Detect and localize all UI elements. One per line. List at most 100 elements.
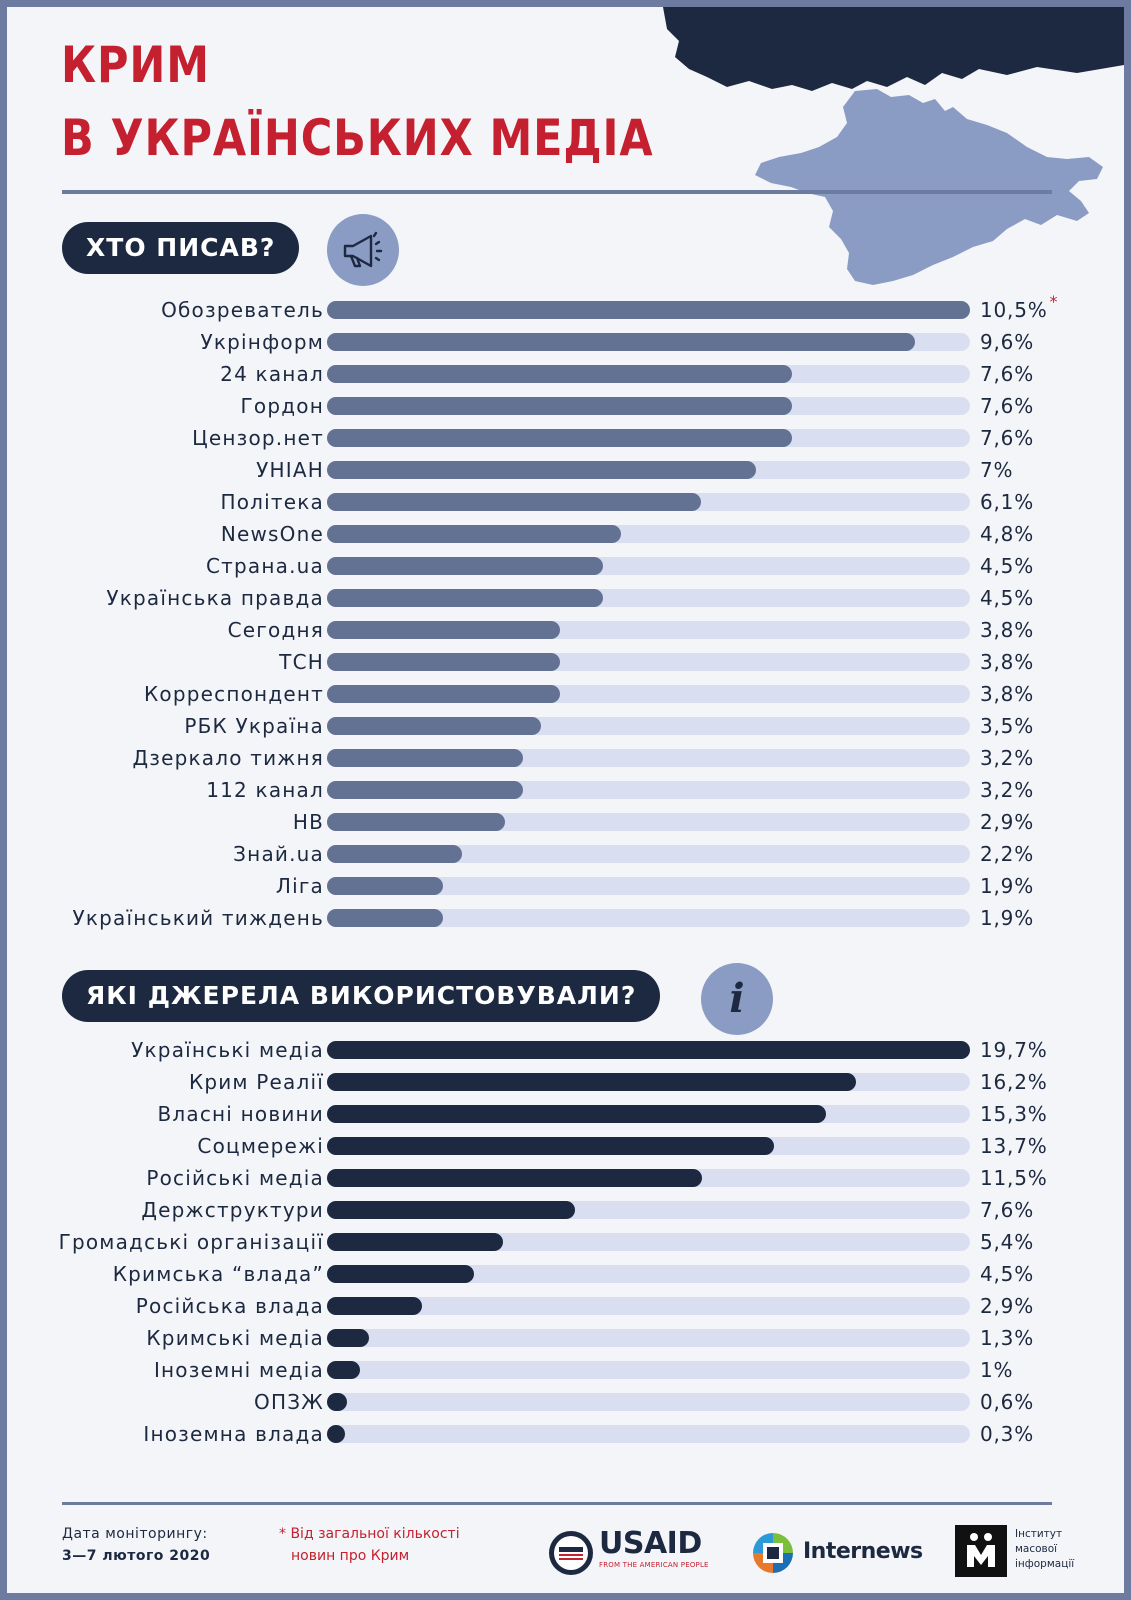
bar-value-label: 1,3%: [980, 1326, 1035, 1350]
bar-category-label: Корреспондент: [144, 682, 324, 706]
monitoring-date-value: 3—7 лютого 2020: [62, 1545, 210, 1567]
bar-row: Гордон 7,6%: [7, 390, 1124, 422]
bar-category-label: Громадські організації: [58, 1230, 324, 1254]
bar-track: [327, 301, 970, 319]
bar-row: Російська влада 2,9%: [7, 1290, 1124, 1322]
bar-category-label: 24 канал: [220, 362, 324, 386]
bar: [327, 301, 970, 319]
bar-row: ТСН 3,8%: [7, 646, 1124, 678]
bar: [327, 877, 444, 895]
bar-track: [327, 589, 970, 607]
bar: [327, 397, 793, 415]
bar-row: Кримські медіа 1,3%: [7, 1322, 1124, 1354]
bar-row: NewsOne 4,8%: [7, 518, 1124, 550]
bar-row: Соцмережі 13,7%: [7, 1130, 1124, 1162]
megaphone-icon: [327, 214, 399, 286]
bar-value-label: 19,7%: [980, 1038, 1048, 1062]
bar-row: Іноземна влада 0,3%: [7, 1418, 1124, 1450]
bar-value-label: 4,5%: [980, 554, 1035, 578]
bar: [327, 1361, 360, 1379]
bar-row: Дзеркало тижня 3,2%: [7, 742, 1124, 774]
bar-category-label: Держструктури: [141, 1198, 324, 1222]
bar-category-label: ТСН: [279, 650, 324, 674]
bar-track: [327, 1201, 970, 1219]
usaid-logo: USAID FROM THE AMERICAN PEOPLE: [547, 1527, 708, 1583]
bar-row: Держструктури 7,6%: [7, 1194, 1124, 1226]
bar-value-label: 7,6%: [980, 394, 1035, 418]
crimea-peninsula-shape: [755, 89, 1103, 285]
bar-track: [327, 1361, 970, 1379]
bar-value-label: 3,2%: [980, 746, 1035, 770]
bar-value-label: 3,8%: [980, 650, 1035, 674]
bar-value-label: 3,2%: [980, 778, 1035, 802]
bar-category-label: Російські медіа: [146, 1166, 324, 1190]
bar-category-label: Кримська “влада”: [112, 1262, 324, 1286]
bar-category-label: Обозреватель: [161, 298, 324, 322]
bar-row: 24 канал 7,6%: [7, 358, 1124, 390]
imi-logo: Інститут масової інформації: [955, 1525, 1085, 1581]
bar-row: Кримська “влада” 4,5%: [7, 1258, 1124, 1290]
bar-track: [327, 333, 970, 351]
bar-category-label: Страна.ua: [206, 554, 324, 578]
bar-value-label: 4,5%: [980, 1262, 1035, 1286]
info-icon-glyph: i: [729, 975, 745, 1022]
bar-value-label: 2,9%: [980, 810, 1035, 834]
bar-value-label: 1,9%: [980, 906, 1035, 930]
bar-track: [327, 1073, 970, 1091]
bar-category-label: Сегодня: [227, 618, 324, 642]
section-heading-sources: ЯКІ ДЖЕРЕЛА ВИКОРИСТОВУВАЛИ?: [62, 970, 661, 1022]
bar: [327, 1105, 827, 1123]
bar-track: [327, 461, 970, 479]
bar-value-label: 4,8%: [980, 522, 1035, 546]
bar-category-label: Російська влада: [135, 1294, 324, 1318]
bar: [327, 1137, 775, 1155]
imi-line1: Інститут: [1015, 1528, 1063, 1540]
internews-wordmark: Internews: [803, 1539, 923, 1564]
bar: [327, 557, 603, 575]
bar-value-label: 10,5% *: [980, 292, 1059, 322]
bar-track: [327, 525, 970, 543]
bar: [327, 813, 505, 831]
bar-category-label: Українські медіа: [131, 1038, 324, 1062]
bar-row: Страна.ua 4,5%: [7, 550, 1124, 582]
bar: [327, 685, 560, 703]
bar-value-label: 0,6%: [980, 1390, 1035, 1414]
imi-mark-icon: [955, 1525, 1007, 1577]
bar: [327, 1073, 856, 1091]
bar-category-label: NewsOne: [220, 522, 324, 546]
footnote-marker: *: [1049, 292, 1059, 311]
imi-line2: масової: [1015, 1543, 1058, 1555]
bar-track: [327, 1393, 970, 1411]
top-divider: [62, 190, 1052, 194]
bar-track: [327, 365, 970, 383]
bar-value-label: 6,1%: [980, 490, 1035, 514]
bar-category-label: Іноземні медіа: [153, 1358, 324, 1382]
bar-track: [327, 1169, 970, 1187]
bar-category-label: РБК Україна: [184, 714, 324, 738]
bar: [327, 621, 560, 639]
bar-row: Власні новини 15,3%: [7, 1098, 1124, 1130]
bar-track: [327, 717, 970, 735]
bar-track: [327, 1329, 970, 1347]
bar: [327, 365, 793, 383]
bar: [327, 749, 523, 767]
bar: [327, 461, 756, 479]
bar-value-label: 7,6%: [980, 426, 1035, 450]
bar-track: [327, 813, 970, 831]
bar-category-label: Ліга: [275, 874, 324, 898]
bar-row: Українська правда 4,5%: [7, 582, 1124, 614]
bar-row: УНІАН 7%: [7, 454, 1124, 486]
bar-category-label: Іноземна влада: [143, 1422, 324, 1446]
bar: [327, 1041, 970, 1059]
bar: [327, 653, 560, 671]
bar-track: [327, 557, 970, 575]
bar-track: [327, 685, 970, 703]
bar-value-label: 3,5%: [980, 714, 1035, 738]
footnote-line1: * Від загальної кількості: [279, 1523, 460, 1545]
bar-category-label: 112 канал: [206, 778, 324, 802]
mainland-shape: [663, 7, 1124, 91]
bar-row: Громадські організації 5,4%: [7, 1226, 1124, 1258]
bar-value-label: 1,9%: [980, 874, 1035, 898]
bar: [327, 589, 603, 607]
bar-track: [327, 1041, 970, 1059]
